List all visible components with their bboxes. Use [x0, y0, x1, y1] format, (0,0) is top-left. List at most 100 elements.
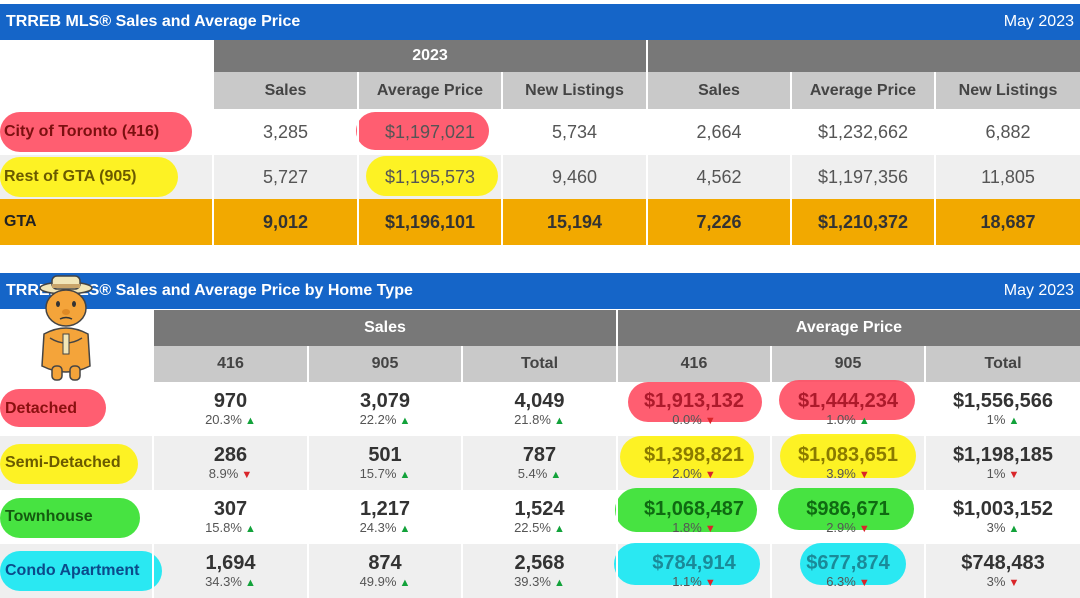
- highlight-semi-label: [0, 444, 138, 484]
- col-header-sales-416: 416: [154, 346, 307, 382]
- table1-row-rest-gta-bg: [0, 155, 1080, 199]
- change-percent: 1.0%: [826, 411, 856, 427]
- highlight-townhouse-416-price: [615, 488, 757, 532]
- triangle-up-icon: ▲: [396, 522, 411, 535]
- triangle-up-icon: ▲: [550, 576, 565, 589]
- cell-value: $1,083,651: [797, 443, 899, 466]
- change-percent: 3%: [986, 519, 1006, 535]
- gta-sales-2022: 7,226: [696, 211, 742, 232]
- gta-avg-price-2022: $1,210,372: [817, 211, 909, 232]
- group-header-2023: 2023: [214, 40, 646, 72]
- change-percent: 49.9%: [359, 573, 397, 589]
- col-header-avg-price-2022: Average Price: [792, 72, 934, 109]
- toronto-sales-2022: 2,664: [696, 121, 742, 142]
- group-header-sales: Sales: [154, 310, 616, 346]
- cartoon-character-sticker: [39, 275, 93, 384]
- change-percent: 15.8%: [205, 519, 242, 535]
- change-percent: 0.0%: [672, 411, 702, 427]
- triangle-up-icon: ▲: [396, 468, 411, 481]
- cell-change: 2.0% ▼: [672, 466, 716, 483]
- cell-change: 5.4% ▲: [518, 466, 562, 483]
- change-percent: 3.9%: [826, 465, 856, 481]
- cell-change: 15.8% ▲: [205, 520, 256, 537]
- highlight-toronto-label: [0, 112, 192, 152]
- triangle-up-icon: ▲: [396, 414, 411, 427]
- change-percent: 39.3%: [514, 573, 551, 589]
- col-header-new-listings-2022: New Listings: [936, 72, 1080, 109]
- cell-value: $1,398,821: [643, 443, 745, 466]
- cell-value: $677,874: [806, 551, 890, 574]
- cell-value: 307: [213, 497, 248, 520]
- cell-value: 501: [368, 443, 402, 466]
- row-label-condo-apartment: Condo Apartment: [5, 562, 140, 579]
- col-header-avg-price-2023: Average Price: [359, 72, 501, 109]
- cell-value: $1,913,132: [643, 389, 745, 412]
- cell-change: 34.3% ▲: [205, 574, 256, 591]
- highlight-rest-gta-label: [0, 157, 178, 197]
- cell-change: 6.3% ▼: [826, 574, 870, 591]
- gta-new-listings-2023: 15,194: [546, 211, 603, 232]
- col-header-price-total: Total: [926, 346, 1080, 382]
- rest-gta-avg-price-2022: $1,197,356: [817, 166, 909, 187]
- cell-value: $1,556,566: [952, 389, 1054, 412]
- gta-new-listings-2022: 18,687: [980, 211, 1036, 232]
- rest-gta-new-listings-2023: 9,460: [551, 166, 598, 187]
- table2-cell: $784,914 1.1% ▼: [618, 544, 770, 598]
- highlight-detached-905-price: [779, 380, 915, 420]
- triangle-down-icon: ▼: [701, 576, 716, 589]
- triangle-up-icon: ▲: [1005, 414, 1020, 427]
- change-percent: 21.8%: [514, 411, 551, 427]
- cell-value: 2,568: [514, 551, 565, 574]
- table2-cell: 501 15.7% ▲: [309, 436, 461, 490]
- table2-cell: 2,568 39.3% ▲: [463, 544, 616, 598]
- highlight-condo-label: [0, 551, 162, 591]
- cell-value: 787: [522, 443, 557, 466]
- col-header-sales-905: 905: [309, 346, 461, 382]
- row-label-townhouse: Townhouse: [5, 508, 93, 525]
- toronto-avg-price-2022: $1,232,662: [817, 121, 909, 142]
- cell-value: $1,003,152: [952, 497, 1054, 520]
- highlight-rest-gta-price: [366, 156, 498, 196]
- triangle-down-icon: ▼: [238, 468, 253, 481]
- change-percent: 22.2%: [359, 411, 397, 427]
- t2-sep: [307, 346, 309, 598]
- highlight-detached-label: [0, 389, 106, 427]
- triangle-up-icon: ▲: [855, 414, 870, 427]
- table2-cell: $677,874 6.3% ▼: [772, 544, 924, 598]
- cell-change: 24.3% ▲: [360, 520, 411, 537]
- highlight-townhouse-905-price: [778, 488, 914, 530]
- table2-cell: 1,694 34.3% ▲: [154, 544, 307, 598]
- cell-change: 22.2% ▲: [360, 412, 411, 429]
- cell-change: 3% ▼: [987, 574, 1020, 591]
- change-percent: 2.0%: [672, 465, 702, 481]
- rest-gta-avg-price-2023: $1,195,573: [384, 166, 476, 187]
- cell-value: $986,671: [806, 497, 890, 520]
- cell-value: 874: [368, 551, 402, 574]
- t1-sep: [790, 72, 792, 245]
- t2-sep: [770, 346, 772, 598]
- triangle-down-icon: ▼: [701, 522, 716, 535]
- toronto-sales-2023: 3,285: [262, 121, 309, 142]
- change-percent: 20.3%: [205, 411, 242, 427]
- row-label-detached: Detached: [5, 400, 78, 417]
- row-label-toronto: City of Toronto (416): [4, 123, 160, 140]
- t2-sep: [461, 346, 463, 598]
- cell-change: 1.1% ▼: [672, 574, 716, 591]
- rest-gta-sales-2022: 4,562: [696, 166, 742, 187]
- cell-value: 4,049: [514, 389, 565, 412]
- table2-cell: 3,079 22.2% ▲: [309, 382, 461, 436]
- t1-sep: [501, 72, 503, 245]
- table2-title: TRREB MLS® Sales and Average Price by Ho…: [6, 282, 413, 299]
- highlight-semi-416-price: [620, 436, 754, 478]
- table2-cell: $1,003,152 3% ▲: [926, 490, 1080, 544]
- triangle-up-icon: ▲: [550, 522, 565, 535]
- t1-sep: [357, 72, 359, 245]
- row-label-semi-detached: Semi-Detached: [5, 454, 121, 471]
- change-percent: 8.9%: [208, 465, 239, 481]
- rest-gta-new-listings-2022: 11,805: [981, 166, 1035, 187]
- change-percent: 1.1%: [672, 573, 702, 589]
- cell-change: 39.3% ▲: [514, 574, 565, 591]
- table1-title-bar: TRREB MLS® Sales and Average Price May 2…: [0, 4, 1080, 40]
- toronto-new-listings-2023: 5,734: [551, 121, 598, 142]
- triangle-up-icon: ▲: [241, 576, 256, 589]
